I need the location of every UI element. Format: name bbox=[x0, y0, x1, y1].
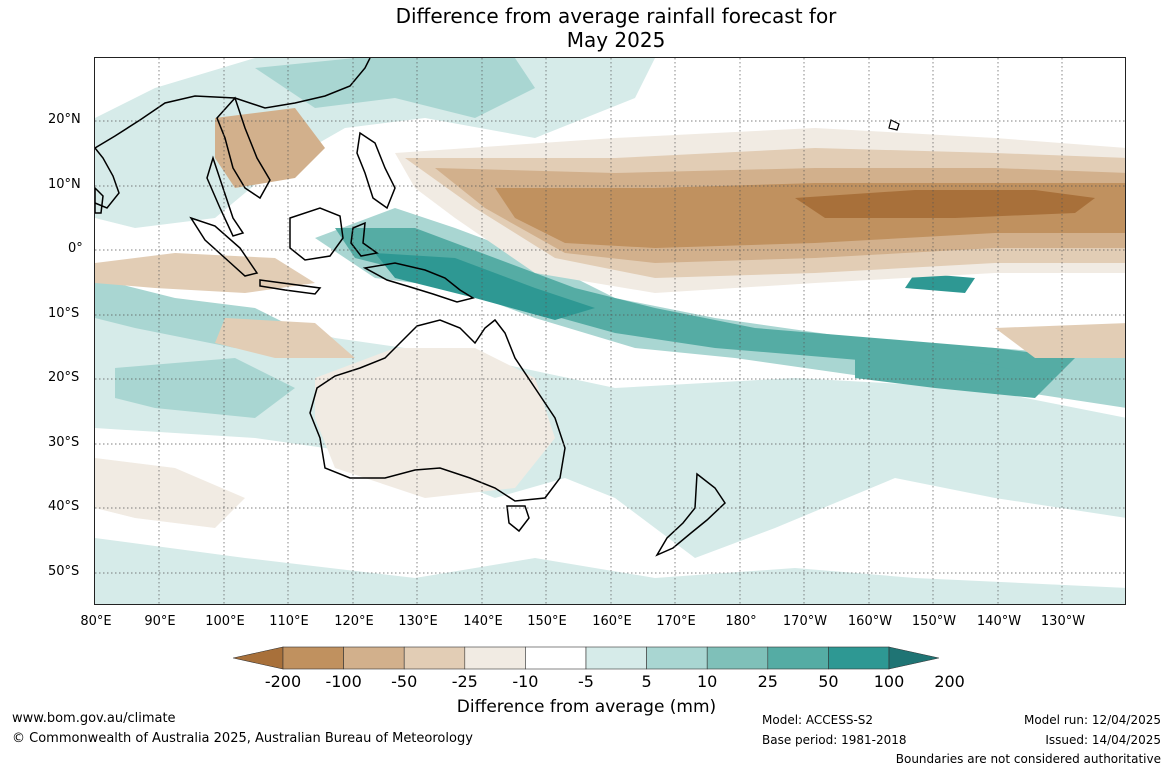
indochina-coastline bbox=[216, 96, 271, 200]
lon-label-160e: 160°E bbox=[592, 614, 632, 629]
wet-region-strong-south-pacific bbox=[855, 358, 1055, 398]
australia-coastline bbox=[309, 318, 566, 502]
new-guinea-coastline bbox=[362, 262, 475, 303]
dry-region-moderate-southeast bbox=[995, 323, 1125, 358]
lon-label-80e: 80°E bbox=[80, 614, 112, 629]
issued-text: Issued: 14/04/2025 bbox=[1045, 733, 1161, 747]
colorbar bbox=[233, 646, 939, 670]
title-line-2: May 2025 bbox=[566, 28, 666, 52]
dry-region-strong-indochina bbox=[215, 108, 325, 188]
colorbar-label: 10 bbox=[697, 672, 718, 691]
colorbar-swatch bbox=[646, 646, 708, 670]
lon-label-160w: 160°W bbox=[847, 614, 893, 629]
java-coastline bbox=[259, 279, 322, 295]
lon-label-110e: 110°E bbox=[269, 614, 309, 629]
dry-region-light-australia bbox=[315, 348, 555, 498]
lon-label-100e: 100°E bbox=[205, 614, 245, 629]
colorbar-label: -100 bbox=[325, 672, 362, 691]
wet-region-very-strong-core bbox=[375, 253, 595, 320]
colorbar-label: 5 bbox=[641, 672, 652, 691]
colorbar-label: -10 bbox=[512, 672, 539, 691]
lon-label-170e: 170°E bbox=[656, 614, 696, 629]
hawaii-coastline bbox=[888, 119, 900, 131]
lon-label-150e: 150°E bbox=[527, 614, 567, 629]
colorbar-label: 25 bbox=[757, 672, 778, 691]
sumatra-coastline bbox=[189, 216, 259, 277]
dry-region-moderate-southwest bbox=[215, 318, 355, 358]
colorbar-swatches bbox=[233, 646, 939, 670]
model-text: Model: ACCESS-S2 bbox=[762, 713, 874, 727]
wet-region-light-south bbox=[95, 288, 1125, 558]
colorbar-swatch bbox=[767, 646, 829, 670]
map-title: Difference from average rainfall forecas… bbox=[0, 4, 1173, 52]
lon-label-130w: 130°W bbox=[1040, 614, 1086, 629]
lon-label-140w: 140°W bbox=[976, 614, 1022, 629]
dry-region-light-southwest bbox=[95, 458, 245, 528]
colorbar-label: -50 bbox=[391, 672, 418, 691]
wet-region-light-far-south bbox=[95, 538, 1125, 604]
lat-label-30s: 30°S bbox=[48, 435, 80, 450]
wet-region-moderate-southwest bbox=[115, 358, 295, 418]
lon-label-170w: 170°W bbox=[782, 614, 828, 629]
lat-label-50s: 50°S bbox=[48, 564, 80, 579]
lon-label-140e: 140°E bbox=[463, 614, 503, 629]
wet-region-very-strong-east bbox=[905, 273, 975, 293]
colorbar-swatch bbox=[464, 646, 526, 670]
colorbar-swatch bbox=[343, 646, 405, 670]
tasmania-coastline bbox=[506, 505, 530, 533]
lat-label-20s: 20°S bbox=[48, 370, 80, 385]
colorbar-label: -25 bbox=[451, 672, 478, 691]
map-canvas bbox=[95, 58, 1125, 604]
colorbar-label: 100 bbox=[873, 672, 905, 691]
colorbar-swatch bbox=[525, 646, 587, 670]
lat-label-10n: 10°N bbox=[48, 177, 81, 192]
gridlines bbox=[95, 58, 1125, 604]
lat-label-0: 0° bbox=[68, 241, 83, 256]
colorbar-swatch bbox=[585, 646, 647, 670]
colorbar-arrow-low bbox=[233, 646, 284, 670]
title-line-1: Difference from average rainfall forecas… bbox=[395, 4, 837, 28]
colorbar-title: Difference from average (mm) bbox=[456, 697, 717, 717]
dry-region-extreme-core bbox=[795, 190, 1095, 218]
colorbar-label: 200 bbox=[934, 672, 965, 691]
colorbar-swatch bbox=[706, 646, 769, 670]
lon-label-130e: 130°E bbox=[398, 614, 438, 629]
rainfall-map bbox=[94, 57, 1126, 605]
sri-lanka-coastline bbox=[95, 186, 104, 214]
website-link[interactable]: www.bom.gov.au/climate bbox=[12, 711, 176, 726]
boundaries-disclaimer: Boundaries are not considered authoritat… bbox=[895, 752, 1161, 766]
wet-region-strong-band bbox=[335, 228, 1075, 378]
lon-label-150w: 150°W bbox=[911, 614, 957, 629]
model-run-text: Model run: 12/04/2025 bbox=[1023, 713, 1161, 727]
colorbar-swatch bbox=[828, 646, 890, 670]
lat-label-40s: 40°S bbox=[48, 499, 80, 514]
lon-label-120e: 120°E bbox=[334, 614, 374, 629]
philippines-coastline bbox=[356, 131, 396, 210]
malay-peninsula-coastline bbox=[206, 155, 245, 237]
wet-region-moderate-north bbox=[255, 58, 535, 118]
colorbar-label: -5 bbox=[578, 672, 594, 691]
colorbar-label: -200 bbox=[264, 672, 302, 691]
colorbar-label: 50 bbox=[818, 672, 839, 691]
new-zealand-coastline bbox=[655, 472, 726, 557]
lon-label-180: 180° bbox=[725, 614, 757, 629]
colorbar-arrow-high bbox=[888, 646, 939, 670]
lat-label-10s: 10°S bbox=[48, 306, 80, 321]
colorbar-swatch bbox=[403, 646, 466, 670]
sulawesi-coastline bbox=[350, 221, 379, 257]
base-period-text: Base period: 1981-2018 bbox=[762, 733, 907, 747]
colorbar-swatch bbox=[282, 646, 344, 670]
copyright-text: © Commonwealth of Australia 2025, Austra… bbox=[12, 731, 473, 746]
lat-label-20n: 20°N bbox=[48, 112, 81, 127]
lon-label-90e: 90°E bbox=[144, 614, 176, 629]
india-coastline bbox=[95, 147, 120, 209]
asia-mainland-coastline bbox=[95, 58, 371, 149]
